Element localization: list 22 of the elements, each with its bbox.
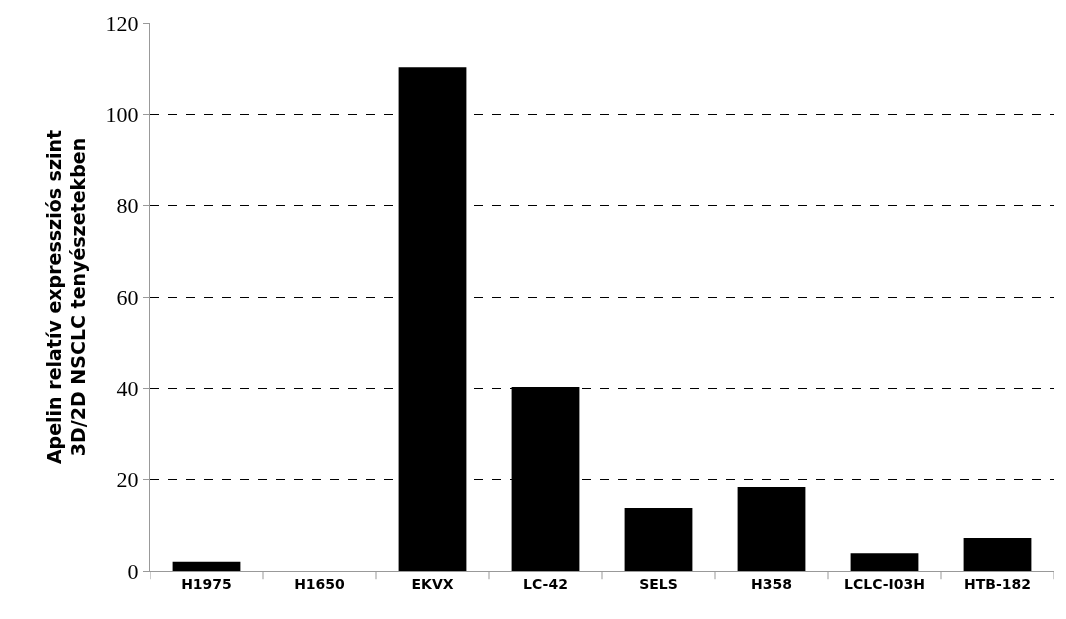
bar: [963, 538, 1032, 571]
y-tick-label: 120: [105, 10, 139, 36]
y-tick-label: 60: [116, 284, 139, 310]
x-tick-label: H358: [751, 575, 792, 592]
x-tick-label: LCLC-I03H: [844, 575, 925, 592]
y-tick-label: 20: [116, 467, 139, 493]
bar: [737, 486, 806, 571]
bar: [624, 507, 693, 571]
x-tick-label: H1975: [181, 575, 232, 592]
y-tick-label: 40: [116, 376, 139, 402]
bar: [850, 553, 919, 571]
bar: [398, 67, 467, 571]
x-tick-label: HTB-182: [964, 575, 1031, 592]
y-tick-label: 100: [105, 102, 139, 128]
bar: [172, 561, 241, 571]
x-tick-label: LC-42: [523, 575, 568, 592]
x-tick-label: EKVX: [411, 575, 454, 592]
x-tick-label: H1650: [294, 575, 346, 592]
y-tick-label: 80: [116, 193, 139, 219]
y-axis-title: Apelin relatív expressziós szint 3D/2D NSCLC tenyészetekben: [42, 129, 90, 465]
x-tick-label: SELS: [639, 575, 678, 592]
y-tick-label: 0: [127, 558, 139, 584]
